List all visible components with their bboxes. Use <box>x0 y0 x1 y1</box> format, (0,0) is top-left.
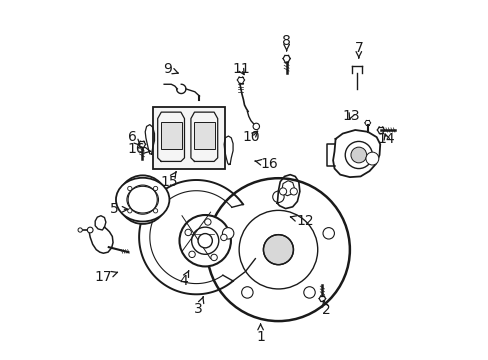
Text: 1: 1 <box>256 324 264 344</box>
Circle shape <box>118 175 166 224</box>
Text: 3: 3 <box>194 297 203 316</box>
Circle shape <box>188 251 195 257</box>
Text: 6: 6 <box>127 130 140 145</box>
Circle shape <box>263 235 293 265</box>
Circle shape <box>290 188 297 195</box>
Text: 4: 4 <box>179 271 188 288</box>
Circle shape <box>184 229 191 236</box>
Text: 14: 14 <box>377 132 395 146</box>
Circle shape <box>323 228 334 239</box>
Circle shape <box>198 234 212 248</box>
Circle shape <box>345 141 372 168</box>
Circle shape <box>127 186 132 191</box>
Circle shape <box>350 147 366 163</box>
Bar <box>160 122 181 149</box>
Circle shape <box>220 234 226 240</box>
Circle shape <box>153 186 158 191</box>
Text: 10: 10 <box>243 130 260 144</box>
Text: 12: 12 <box>290 214 313 228</box>
Circle shape <box>279 188 286 195</box>
Text: 15: 15 <box>161 172 178 189</box>
Text: 16: 16 <box>127 141 151 156</box>
Circle shape <box>241 287 253 298</box>
Ellipse shape <box>116 178 169 221</box>
Circle shape <box>272 191 284 203</box>
Circle shape <box>78 228 82 232</box>
Text: 17: 17 <box>94 270 117 284</box>
Bar <box>153 107 224 169</box>
Circle shape <box>206 178 349 321</box>
Circle shape <box>87 227 93 233</box>
Circle shape <box>179 215 230 266</box>
Circle shape <box>204 219 211 225</box>
Circle shape <box>303 287 315 298</box>
Circle shape <box>210 254 217 261</box>
Text: 11: 11 <box>232 62 249 76</box>
Circle shape <box>153 209 158 213</box>
Text: 9: 9 <box>163 62 178 76</box>
Text: 5: 5 <box>110 202 127 216</box>
Text: 8: 8 <box>282 34 290 51</box>
Circle shape <box>253 123 259 130</box>
Text: 13: 13 <box>342 109 359 123</box>
Text: 16: 16 <box>254 157 278 171</box>
Circle shape <box>127 209 132 213</box>
Text: 2: 2 <box>322 301 330 318</box>
Bar <box>193 122 214 149</box>
Circle shape <box>222 228 233 239</box>
Text: 7: 7 <box>354 41 363 58</box>
Circle shape <box>365 152 378 165</box>
